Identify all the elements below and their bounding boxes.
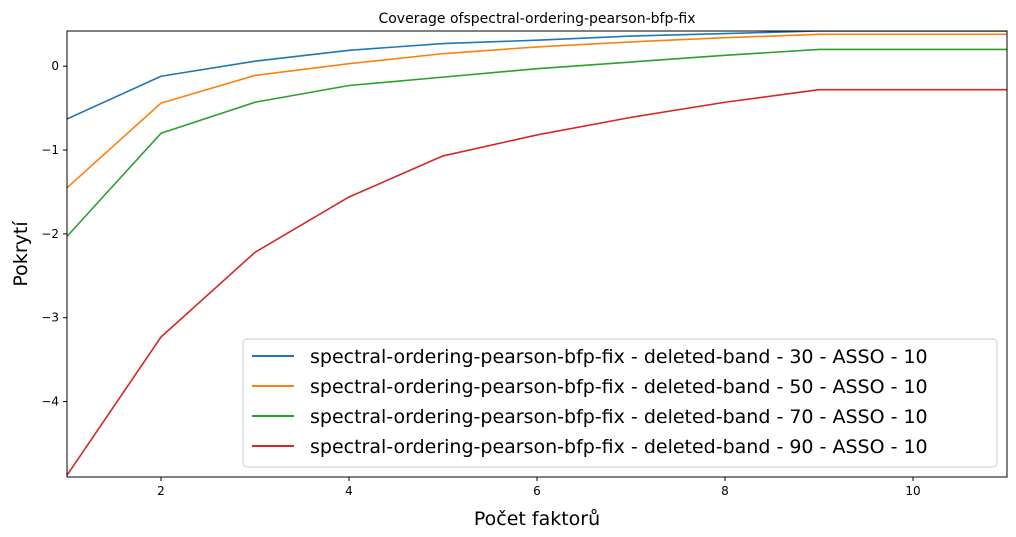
legend-label-2: spectral-ordering-pearson-bfp-fix - dele…: [310, 376, 928, 398]
x-tick-label: 2: [157, 484, 165, 498]
series-line-1: [67, 31, 1007, 120]
y-tick-label: −3: [41, 311, 59, 325]
legend-label-1: spectral-ordering-pearson-bfp-fix - dele…: [310, 346, 928, 368]
x-tick-label: 10: [905, 484, 920, 498]
ticks-layer: 2 4 6 8 10 0 −1 −2 −3 −4: [41, 59, 920, 498]
x-tick-label: 4: [345, 484, 353, 498]
x-axis-label: Počet faktorů: [474, 508, 600, 530]
series-line-2: [67, 33, 1007, 189]
series-line-4: [67, 88, 1007, 476]
y-tick-label: −1: [41, 143, 59, 157]
y-tick-label: 0: [51, 59, 59, 73]
legend-box: [242, 338, 998, 468]
x-tick-label: 6: [533, 484, 541, 498]
y-axis-label: Pokrytí: [10, 221, 32, 287]
x-tick-label: 8: [721, 484, 729, 498]
legend-label-3: spectral-ordering-pearson-bfp-fix - dele…: [310, 406, 928, 428]
y-tick-label: −4: [41, 395, 59, 409]
legend-label-4: spectral-ordering-pearson-bfp-fix - dele…: [310, 436, 928, 458]
chart-title: Coverage ofspectral-ordering-pearson-bfp…: [378, 11, 695, 27]
legend: spectral-ordering-pearson-bfp-fix - dele…: [242, 338, 998, 468]
series-line-3: [67, 48, 1007, 237]
y-tick-label: −2: [41, 227, 59, 241]
series-layer: [67, 31, 1007, 476]
